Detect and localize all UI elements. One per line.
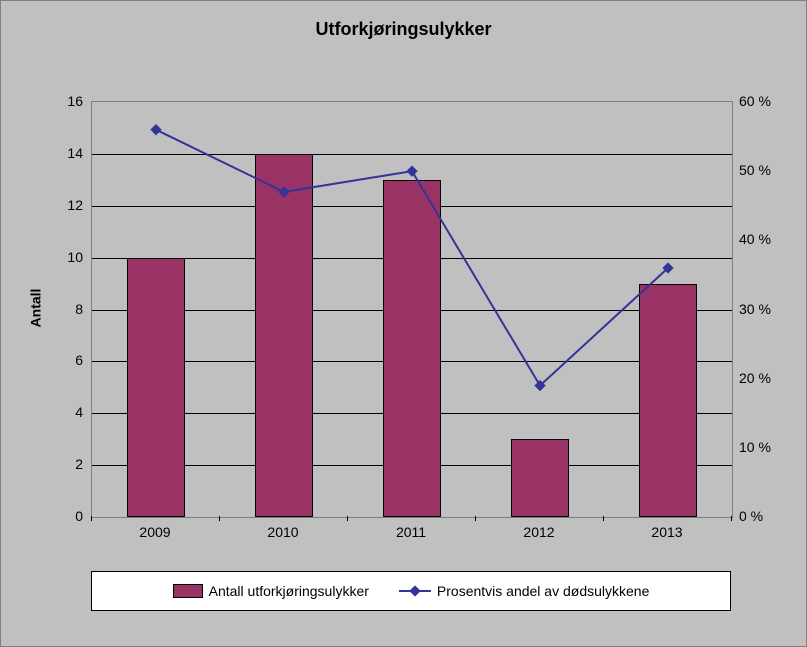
- legend-bar-label: Antall utforkjøringsulykker: [209, 583, 369, 599]
- y-left-tick-label: 8: [75, 301, 83, 317]
- y-axis-left-title: Antall: [27, 289, 43, 328]
- y-left-tick-label: 4: [75, 404, 83, 420]
- y-left-tick-label: 6: [75, 352, 83, 368]
- y-axis-right: 0 %10 %20 %30 %40 %50 %60 %: [731, 101, 791, 516]
- legend-item-line: Prosentvis andel av dødsulykkene: [399, 583, 649, 599]
- line-marker-diamond: [534, 380, 545, 391]
- x-tick-mark: [475, 516, 476, 521]
- legend-bar-swatch: [173, 584, 203, 598]
- y-left-tick-label: 10: [67, 249, 83, 265]
- y-left-tick-label: 14: [67, 145, 83, 161]
- bar: [255, 154, 313, 517]
- legend: Antall utforkjøringsulykker Prosentvis a…: [91, 571, 731, 611]
- chart-container: Utforkjøringsulykker Antall 0 2 4 6 8 10 12 14 1…: [0, 0, 807, 647]
- line-marker-diamond: [662, 262, 673, 273]
- x-tick-label: 2010: [267, 524, 298, 540]
- chart-title: Utforkjøringsulykker: [1, 1, 806, 40]
- line-marker-diamond: [406, 166, 417, 177]
- line-marker-diamond: [150, 124, 161, 135]
- y-right-tick-label: 0 %: [739, 508, 763, 524]
- y-right-tick-label: 20 %: [739, 370, 771, 386]
- y-right-tick-label: 40 %: [739, 231, 771, 247]
- x-tick-mark: [731, 516, 732, 521]
- x-tick-mark: [603, 516, 604, 521]
- bar: [639, 284, 697, 517]
- y-right-tick-label: 60 %: [739, 93, 771, 109]
- y-left-tick-label: 2: [75, 456, 83, 472]
- gridline: [92, 154, 732, 155]
- x-tick-label: 2011: [396, 524, 426, 540]
- bar: [383, 180, 441, 517]
- y-left-tick-label: 0: [75, 508, 83, 524]
- x-tick-label: 2009: [139, 524, 170, 540]
- bar: [127, 258, 185, 517]
- y-right-tick-label: 30 %: [739, 301, 771, 317]
- x-tick-mark: [91, 516, 92, 521]
- y-right-tick-label: 50 %: [739, 162, 771, 178]
- x-tick-label: 2012: [523, 524, 554, 540]
- y-left-tick-label: 16: [67, 93, 83, 109]
- plot-area: [91, 101, 733, 518]
- y-axis-left: 0246810121416: [51, 101, 91, 516]
- x-tick-mark: [219, 516, 220, 521]
- x-tick-mark: [347, 516, 348, 521]
- x-axis: 2009 2010 2011 2012 2013: [91, 516, 731, 546]
- legend-item-bar: Antall utforkjøringsulykker: [173, 583, 369, 599]
- x-tick-label: 2013: [651, 524, 682, 540]
- legend-line-swatch: [399, 584, 431, 598]
- legend-line-label: Prosentvis andel av dødsulykkene: [437, 583, 649, 599]
- y-right-tick-label: 10 %: [739, 439, 771, 455]
- y-left-tick-label: 12: [67, 197, 83, 213]
- bar: [511, 439, 569, 517]
